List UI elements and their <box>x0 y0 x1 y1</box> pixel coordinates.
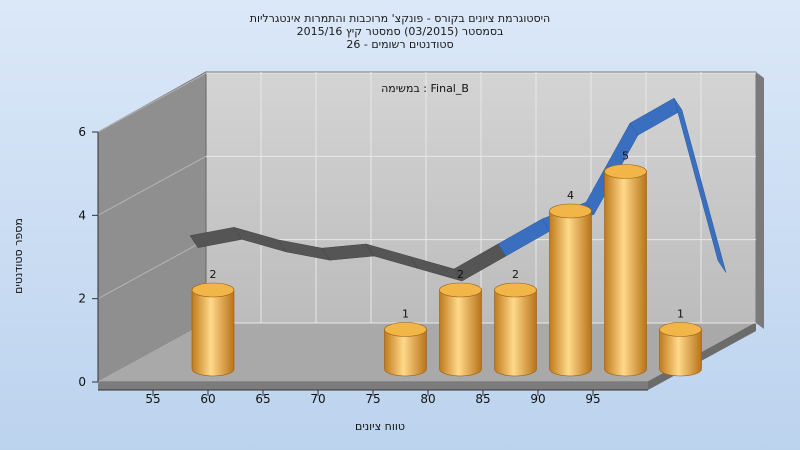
floor-edge <box>98 382 648 390</box>
bar-body <box>659 329 702 377</box>
grid-line-horizontal-side <box>97 239 207 300</box>
bar-top <box>439 282 482 298</box>
bar-5: 4 <box>549 189 592 377</box>
bar-body <box>494 289 537 377</box>
bar-value-label: 1 <box>677 308 684 321</box>
bar-body <box>384 329 427 377</box>
back-wall-edge <box>756 72 764 329</box>
bar-top <box>494 282 537 298</box>
bar-top <box>384 322 427 337</box>
x-tick-label: 75 <box>365 392 380 406</box>
y-tick-label: 4 <box>78 208 86 222</box>
curve-segment <box>673 98 727 273</box>
x-tick-label: 90 <box>530 392 545 406</box>
bar-value-label: 2 <box>457 268 464 281</box>
x-tick-label: 80 <box>420 392 435 406</box>
bar-body <box>439 289 482 377</box>
grid-lines <box>97 72 756 383</box>
chart-title-line-3: סטודנטים רשומים - 26 <box>346 38 454 51</box>
bar-value-label: 1 <box>402 308 409 321</box>
bar-3: 2 <box>439 268 482 377</box>
bars-group: 2 1 2 2 4 5 1 <box>191 150 702 377</box>
bar-top <box>604 164 647 179</box>
bar-top <box>191 282 235 298</box>
bar-1: 2 <box>191 268 235 377</box>
y-axis: 0 2 4 6 <box>78 125 99 389</box>
y-tick-label: 0 <box>78 375 86 389</box>
x-tick-label: 60 <box>200 392 215 406</box>
task-annotation: במשימה : Final_B <box>381 82 469 95</box>
x-tick-label: 95 <box>585 392 600 406</box>
x-axis: 55 60 65 70 75 80 85 90 95 <box>98 389 648 406</box>
bar-value-label: 2 <box>210 268 217 281</box>
x-tick-label: 55 <box>145 392 160 406</box>
y-axis-label: מספר סטודנטים <box>12 218 25 294</box>
bar-body <box>191 289 235 377</box>
bar-4: 2 <box>494 268 537 377</box>
y-tick-label: 2 <box>78 292 86 306</box>
x-tick-label: 70 <box>310 392 325 406</box>
bar-2: 1 <box>384 308 427 377</box>
bar-value-label: 5 <box>622 150 629 163</box>
bar-top <box>549 203 592 219</box>
x-tick-label: 65 <box>255 392 270 406</box>
grid-line-horizontal-side <box>97 72 207 133</box>
bar-body <box>549 210 592 377</box>
x-axis-label: טווח ציונים <box>355 420 405 433</box>
bar-body <box>604 171 647 377</box>
grid-line-horizontal-side <box>97 155 207 216</box>
chart-title-line-1: היסטוגרמת ציונים בקורס - פונקצ' מרוכבות … <box>249 12 551 25</box>
bar-6: 5 <box>604 150 647 377</box>
grid-line-horizontal-side <box>97 322 207 383</box>
chart-title-line-2: בסמסטר (03/2015) סמסטר קיץ 2015/16 <box>296 25 504 38</box>
x-tick-label: 85 <box>475 392 490 406</box>
bar-7: 1 <box>659 308 702 377</box>
bar-value-label: 2 <box>512 268 519 281</box>
bar-top <box>659 322 702 337</box>
y-tick-label: 6 <box>78 125 86 139</box>
bar-value-label: 4 <box>567 189 574 202</box>
